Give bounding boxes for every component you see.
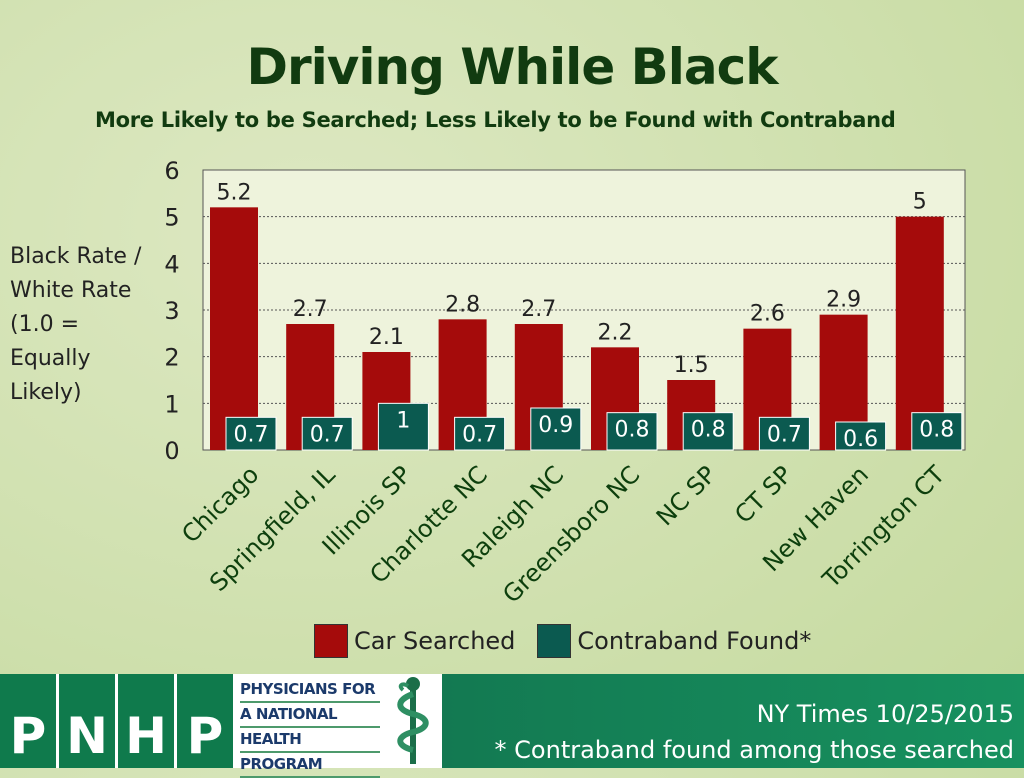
- page-title: Driving While Black: [246, 38, 778, 96]
- chart-legend: Car Searched Contraband Found*: [314, 624, 833, 658]
- legend-label-contraband-found: Contraband Found*: [577, 627, 812, 655]
- data-label-car-searched: 2.9: [826, 288, 861, 313]
- logo-letter: H: [118, 674, 174, 768]
- bar-contraband-found: [454, 416, 506, 451]
- data-label-car-searched: 1.5: [674, 353, 709, 378]
- data-label-car-searched: 5.2: [217, 180, 252, 205]
- y-axis-label-line: Equally: [10, 346, 91, 371]
- bar-contraband-found: [758, 416, 810, 451]
- data-label-contraband-found: 1: [396, 408, 410, 433]
- y-tick-label: 1: [164, 390, 179, 418]
- logo-letters: P N H P: [0, 674, 236, 768]
- source-text: NY Times 10/25/2015: [756, 700, 1014, 728]
- legend-item-car-searched: Car Searched: [314, 624, 515, 658]
- bar-contraband-found: [301, 416, 353, 451]
- y-axis-label-line: (1.0 =: [10, 312, 79, 337]
- logo-letter: P: [0, 674, 56, 768]
- data-label-car-searched: 2.6: [750, 302, 785, 327]
- y-tick-label: 4: [164, 250, 179, 278]
- data-label-contraband-found: 0.7: [234, 422, 269, 447]
- page-subtitle: More Likely to be Searched; Less Likely …: [95, 108, 896, 132]
- data-label-car-searched: 2.2: [598, 320, 633, 345]
- bar-contraband-found: [377, 402, 429, 451]
- x-tick-label: CT SP: [729, 460, 797, 528]
- caduceus-icon: [397, 677, 429, 764]
- x-tick-label: NC SP: [651, 460, 722, 531]
- y-tick-label: 5: [164, 204, 179, 232]
- bar-contraband-found: [911, 412, 963, 451]
- bar-contraband-found: [530, 407, 582, 451]
- data-label-car-searched: 2.7: [293, 297, 328, 322]
- y-tick-label: 0: [164, 437, 179, 465]
- x-tick-label: Greensboro NC: [497, 460, 645, 608]
- footer-bar: P N H P PHYSICIANS FOR A NATIONAL HEALTH…: [0, 674, 1024, 778]
- data-label-contraband-found: 0.9: [538, 413, 573, 438]
- logo-letter: P: [177, 674, 233, 768]
- y-tick-label: 2: [164, 344, 179, 372]
- data-label-car-searched: 2.8: [445, 292, 480, 317]
- bar-car-searched: [210, 207, 258, 450]
- bar-contraband-found: [606, 412, 658, 451]
- data-label-contraband-found: 0.8: [615, 418, 650, 443]
- legend-swatch-contraband-found: [537, 624, 572, 658]
- y-axis-label: Black Rate / White Rate (1.0 = Equally L…: [10, 240, 170, 410]
- y-axis-label-line: Likely): [10, 380, 82, 405]
- data-label-contraband-found: 0.8: [919, 418, 954, 443]
- y-axis-label-line: White Rate: [10, 278, 132, 303]
- legend-item-contraband-found: Contraband Found*: [537, 624, 811, 658]
- y-tick-label: 3: [164, 297, 179, 325]
- y-tick-label: 6: [164, 157, 179, 185]
- bar-contraband-found: [682, 412, 734, 451]
- source-citation: NY Times 10/25/2015 * Contraband found a…: [495, 696, 1014, 768]
- footnote-text: * Contraband found among those searched: [494, 736, 1014, 764]
- logo-letter: N: [59, 674, 115, 768]
- bar-car-searched: [895, 216, 944, 450]
- legend-label-car-searched: Car Searched: [354, 627, 516, 655]
- legend-swatch-car-searched: [314, 624, 348, 658]
- data-label-contraband-found: 0.8: [691, 418, 726, 443]
- data-label-contraband-found: 0.7: [310, 422, 345, 447]
- data-label-contraband-found: 0.6: [843, 427, 878, 452]
- data-label-car-searched: 2.7: [521, 297, 556, 322]
- data-label-car-searched: 2.1: [369, 325, 404, 350]
- y-axis-label-line: Black Rate /: [10, 244, 142, 269]
- data-label-contraband-found: 0.7: [767, 422, 802, 447]
- bar-contraband-found: [835, 421, 887, 451]
- data-label-contraband-found: 0.7: [462, 422, 497, 447]
- pnhp-logo: P N H P PHYSICIANS FOR A NATIONAL HEALTH…: [0, 674, 442, 778]
- bar-contraband-found: [225, 416, 277, 451]
- data-label-car-searched: 5: [913, 190, 927, 215]
- logo-org-name: PHYSICIANS FOR A NATIONAL HEALTH PROGRAM: [240, 678, 380, 778]
